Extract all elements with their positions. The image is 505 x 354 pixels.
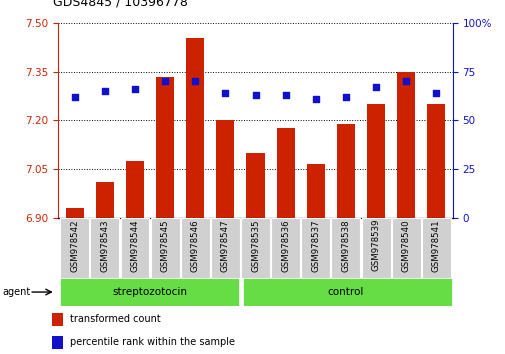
Bar	[276, 129, 294, 218]
Point	[311, 96, 319, 102]
Bar	[306, 164, 324, 218]
Bar	[301, 218, 330, 278]
Bar	[186, 38, 204, 218]
Point	[431, 90, 439, 96]
Point	[161, 79, 169, 84]
Text: GSM978544: GSM978544	[130, 219, 139, 272]
Text: control: control	[327, 287, 364, 297]
Bar	[361, 218, 390, 278]
Bar	[426, 104, 444, 218]
Text: GSM978539: GSM978539	[371, 219, 380, 272]
Text: percentile rank within the sample: percentile rank within the sample	[70, 337, 235, 348]
Point	[71, 94, 79, 100]
Bar	[366, 104, 384, 218]
Text: GSM978543: GSM978543	[100, 219, 109, 272]
Bar	[180, 218, 209, 278]
Bar	[66, 208, 84, 218]
Point	[100, 88, 109, 94]
Point	[221, 90, 229, 96]
Text: GSM978541: GSM978541	[431, 219, 440, 272]
Bar	[126, 161, 144, 218]
Text: GDS4845 / 10396778: GDS4845 / 10396778	[53, 0, 188, 9]
Text: transformed count: transformed count	[70, 314, 161, 325]
Bar	[271, 218, 299, 278]
Bar	[60, 218, 89, 278]
Bar	[60, 278, 239, 306]
Point	[371, 84, 379, 90]
Text: GSM978542: GSM978542	[70, 219, 79, 272]
Point	[131, 86, 139, 92]
Text: GSM978547: GSM978547	[221, 219, 229, 272]
Point	[251, 92, 259, 98]
Bar	[391, 218, 420, 278]
Point	[401, 79, 410, 84]
Text: GSM978536: GSM978536	[281, 219, 289, 272]
Text: GSM978546: GSM978546	[190, 219, 199, 272]
Text: GSM978537: GSM978537	[311, 219, 320, 272]
Point	[281, 92, 289, 98]
Bar	[156, 76, 174, 218]
Bar	[421, 218, 450, 278]
Bar	[396, 72, 415, 218]
Bar	[246, 153, 264, 218]
Text: agent: agent	[3, 287, 31, 297]
Bar	[211, 218, 239, 278]
Text: GSM978538: GSM978538	[341, 219, 350, 272]
Bar	[336, 124, 354, 218]
Bar	[150, 218, 179, 278]
Bar	[216, 120, 234, 218]
Bar	[240, 218, 270, 278]
Text: GSM978535: GSM978535	[250, 219, 260, 272]
Bar	[90, 218, 119, 278]
Point	[341, 94, 349, 100]
Point	[191, 79, 199, 84]
Bar	[52, 336, 63, 349]
Bar	[120, 218, 149, 278]
Bar	[95, 182, 114, 218]
Bar	[242, 278, 451, 306]
Bar	[52, 313, 63, 326]
Text: GSM978540: GSM978540	[401, 219, 410, 272]
Bar	[331, 218, 360, 278]
Text: GSM978545: GSM978545	[160, 219, 169, 272]
Text: streptozotocin: streptozotocin	[112, 287, 187, 297]
